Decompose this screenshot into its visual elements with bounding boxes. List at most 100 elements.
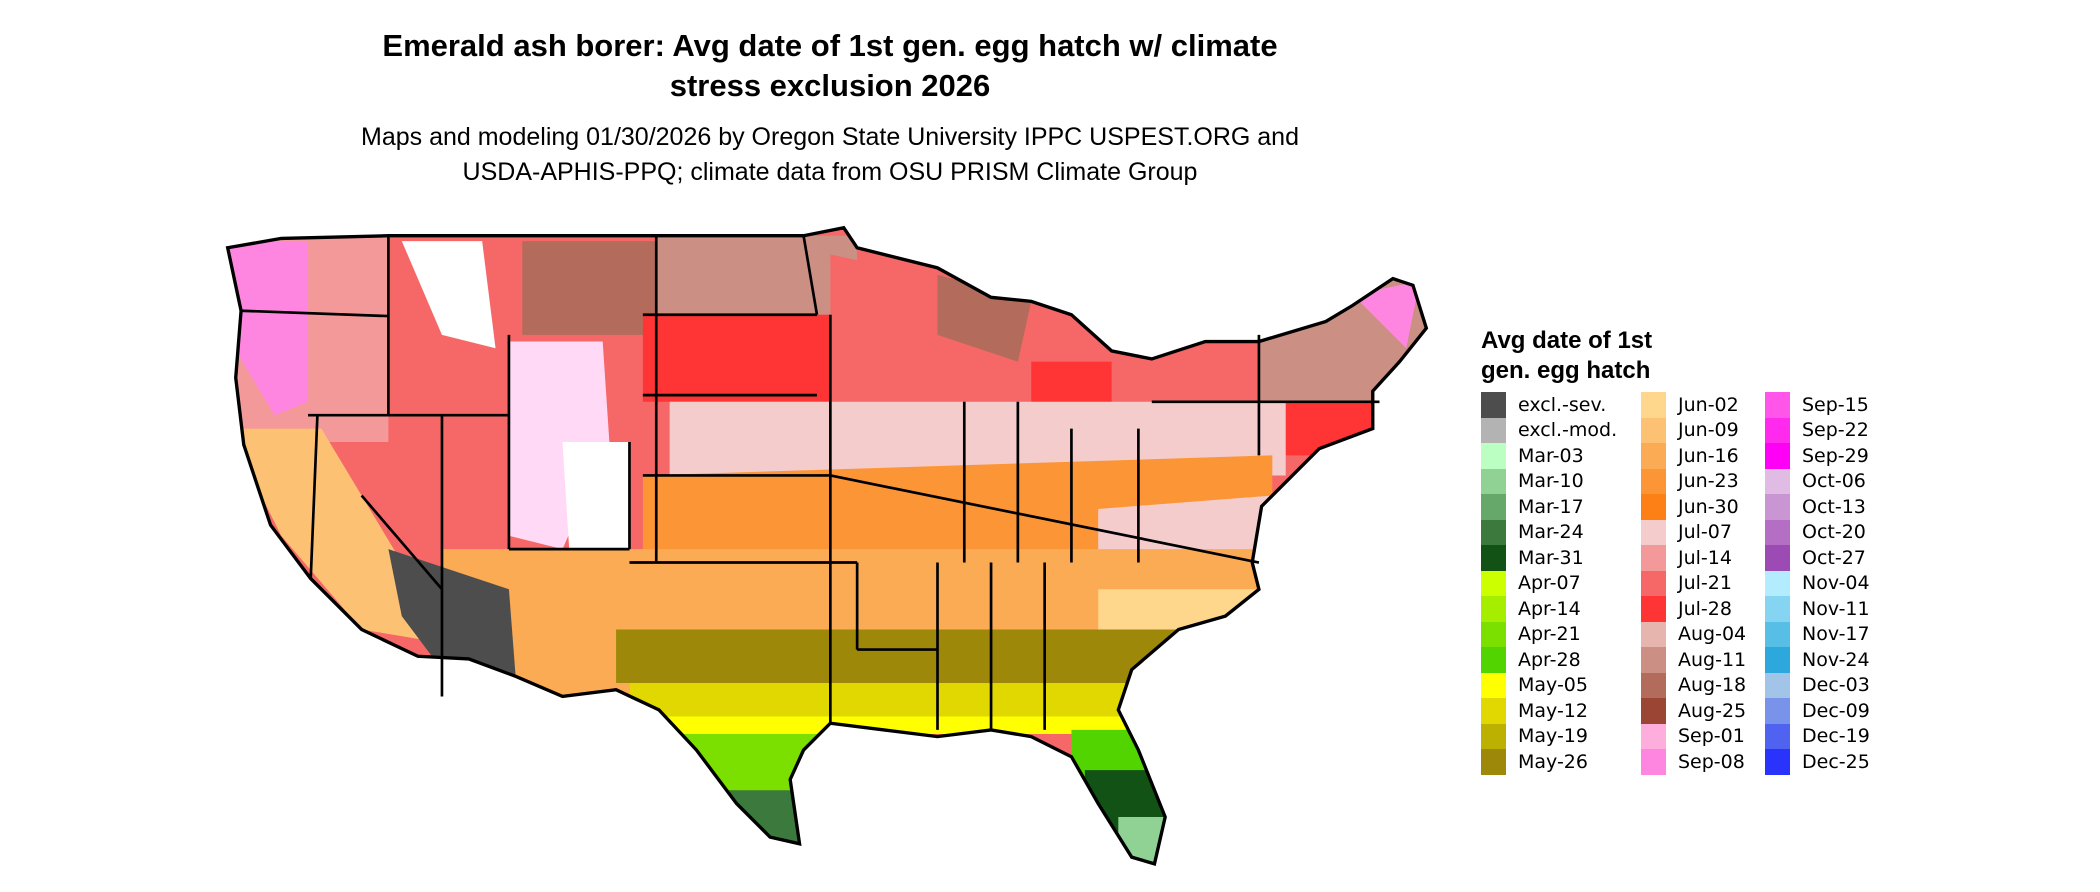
legend-item: Nov-24 bbox=[1765, 647, 1870, 673]
legend-item: Jun-30 bbox=[1641, 494, 1746, 520]
legend-label: Sep-22 bbox=[1802, 419, 1869, 442]
legend-swatch bbox=[1765, 723, 1790, 749]
legend-label: Jul-14 bbox=[1678, 546, 1732, 569]
legend-swatch bbox=[1641, 749, 1666, 775]
legend-label: Sep-15 bbox=[1802, 393, 1869, 416]
legend-swatch bbox=[1481, 443, 1506, 469]
legend-label: Nov-04 bbox=[1802, 572, 1870, 595]
legend-swatch bbox=[1765, 621, 1790, 647]
legend-label: Dec-25 bbox=[1802, 750, 1870, 773]
legend-label: Apr-07 bbox=[1518, 572, 1581, 595]
legend-swatch bbox=[1641, 392, 1666, 418]
title-line-1: Emerald ash borer: Avg date of 1st gen. … bbox=[382, 28, 1278, 63]
legend-label: May-19 bbox=[1518, 725, 1588, 748]
legend-item: Jun-23 bbox=[1641, 468, 1746, 494]
legend-item: Nov-04 bbox=[1765, 570, 1870, 596]
legend-item: excl.-sev. bbox=[1481, 392, 1617, 418]
legend-item: Apr-07 bbox=[1481, 570, 1617, 596]
legend-item: Sep-29 bbox=[1765, 443, 1870, 469]
legend-label: Aug-11 bbox=[1678, 648, 1747, 671]
legend-item: Dec-19 bbox=[1765, 723, 1870, 749]
legend-swatch bbox=[1481, 392, 1506, 418]
legend-swatch bbox=[1641, 647, 1666, 673]
legend-swatch bbox=[1765, 392, 1790, 418]
state-borders bbox=[241, 235, 1380, 730]
legend-label: Jul-21 bbox=[1678, 572, 1732, 595]
legend-item: May-19 bbox=[1481, 723, 1617, 749]
legend-label: Apr-14 bbox=[1518, 597, 1581, 620]
legend-label: Jun-02 bbox=[1678, 393, 1739, 416]
legend-column-3: Sep-15 Sep-22 Sep-29 Oct-06 Oct-13 Oct-20 Oct-… bbox=[1765, 392, 1870, 775]
legend-item: Mar-24 bbox=[1481, 519, 1617, 545]
legend-label: Jul-07 bbox=[1678, 521, 1732, 544]
legend-swatch bbox=[1765, 596, 1790, 622]
legend-swatch bbox=[1641, 570, 1666, 596]
legend-swatch bbox=[1481, 570, 1506, 596]
legend-label: excl.-sev. bbox=[1518, 393, 1607, 416]
legend-label: Oct-13 bbox=[1802, 495, 1866, 518]
legend-label: Jun-23 bbox=[1678, 470, 1739, 493]
legend-swatch bbox=[1481, 545, 1506, 571]
legend-swatch bbox=[1641, 723, 1666, 749]
map-fill bbox=[227, 227, 1427, 864]
legend-swatch bbox=[1481, 647, 1506, 673]
legend-label: Mar-31 bbox=[1518, 546, 1584, 569]
legend-item: May-26 bbox=[1481, 749, 1617, 775]
legend-item: Apr-14 bbox=[1481, 596, 1617, 622]
legend-label: Aug-25 bbox=[1678, 699, 1747, 722]
legend-label: Nov-17 bbox=[1802, 623, 1870, 646]
legend-swatch bbox=[1765, 647, 1790, 673]
legend-item: Dec-09 bbox=[1765, 698, 1870, 724]
legend-item: Dec-03 bbox=[1765, 672, 1870, 698]
legend-label: Apr-21 bbox=[1518, 623, 1581, 646]
legend-item: Aug-04 bbox=[1641, 621, 1747, 647]
legend-label: Apr-28 bbox=[1518, 648, 1581, 671]
legend-title-line-2: gen. egg hatch bbox=[1481, 357, 1651, 384]
legend-item: Nov-11 bbox=[1765, 596, 1870, 622]
legend-label: Dec-19 bbox=[1802, 725, 1870, 748]
legend-label: excl.-mod. bbox=[1518, 419, 1618, 442]
legend-label: Oct-06 bbox=[1802, 470, 1866, 493]
legend-label: Mar-10 bbox=[1518, 470, 1584, 493]
legend-swatch bbox=[1641, 621, 1666, 647]
legend-label: May-26 bbox=[1518, 750, 1588, 773]
legend-label: Nov-11 bbox=[1802, 597, 1870, 620]
legend-label: May-12 bbox=[1518, 699, 1588, 722]
legend-label: Sep-29 bbox=[1802, 444, 1869, 467]
legend-swatch bbox=[1481, 519, 1506, 545]
legend-swatch bbox=[1481, 723, 1506, 749]
legend-swatch bbox=[1765, 749, 1790, 775]
legend-swatch bbox=[1765, 417, 1790, 443]
legend-item: Jun-09 bbox=[1641, 417, 1746, 443]
legend-swatch bbox=[1765, 698, 1790, 724]
legend-swatch bbox=[1765, 545, 1790, 571]
legend-item: Jul-21 bbox=[1641, 570, 1746, 596]
legend-label: Oct-20 bbox=[1802, 521, 1866, 544]
legend-swatch bbox=[1765, 468, 1790, 494]
legend-item: Mar-17 bbox=[1481, 494, 1617, 520]
legend-item: Nov-17 bbox=[1765, 621, 1870, 647]
legend-swatch bbox=[1481, 749, 1506, 775]
legend-swatch bbox=[1765, 570, 1790, 596]
legend-swatch bbox=[1481, 417, 1506, 443]
legend-item: Mar-10 bbox=[1481, 468, 1617, 494]
legend-swatch bbox=[1641, 519, 1666, 545]
legend-label: Aug-04 bbox=[1678, 623, 1747, 646]
legend-item: Dec-25 bbox=[1765, 749, 1870, 775]
legend-swatch bbox=[1481, 621, 1506, 647]
legend-item: Sep-15 bbox=[1765, 392, 1870, 418]
legend-label: Oct-27 bbox=[1802, 546, 1866, 569]
map-subtitle: Maps and modeling 01/30/2026 by Oregon S… bbox=[230, 120, 1430, 190]
legend-swatch bbox=[1481, 468, 1506, 494]
legend-item: Sep-22 bbox=[1765, 417, 1870, 443]
subtitle-line-1: Maps and modeling 01/30/2026 by Oregon S… bbox=[361, 123, 1299, 151]
legend-item: Sep-01 bbox=[1641, 723, 1746, 749]
legend-swatch bbox=[1641, 468, 1666, 494]
legend-item: Oct-13 bbox=[1765, 494, 1870, 520]
legend-item: excl.-mod. bbox=[1481, 417, 1618, 443]
legend-label: Mar-24 bbox=[1518, 521, 1584, 544]
legend-item: Mar-03 bbox=[1481, 443, 1617, 469]
legend-label: Nov-24 bbox=[1802, 648, 1870, 671]
legend-swatch bbox=[1481, 596, 1506, 622]
legend-label: Sep-01 bbox=[1678, 725, 1745, 748]
